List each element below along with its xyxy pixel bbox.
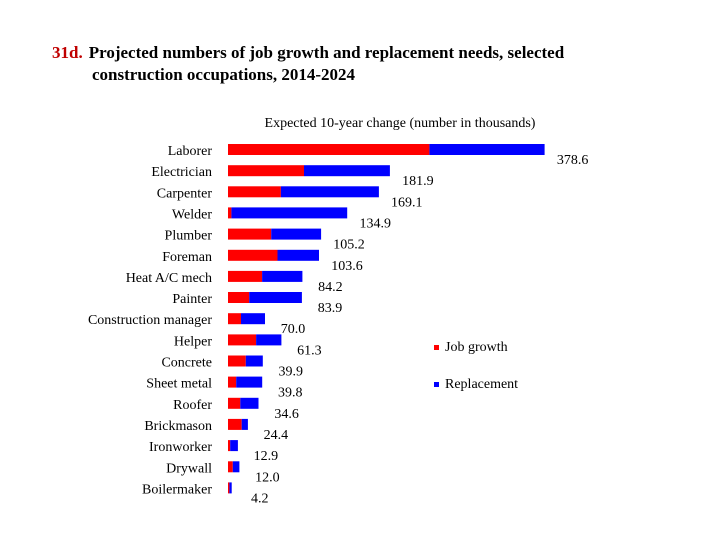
total-label: 39.9 (279, 365, 304, 380)
bar-job-growth (228, 207, 232, 219)
total-label: 169.1 (391, 195, 423, 210)
category-label: Sheet metal (146, 377, 212, 392)
bar-job-growth (228, 355, 246, 367)
bar-replacement (230, 440, 238, 452)
bar-job-growth (228, 270, 263, 282)
bar-job-growth (228, 482, 230, 494)
bar-replacement (241, 313, 265, 325)
category-label: Drywall (166, 461, 212, 476)
bar-replacement (240, 397, 259, 409)
category-label: Painter (172, 292, 212, 307)
category-label: Foreman (162, 250, 212, 265)
category-label: Plumber (165, 229, 213, 244)
legend-swatch (434, 345, 439, 350)
category-label: Roofer (173, 398, 212, 413)
bar-replacement (429, 144, 545, 155)
bar-replacement (231, 207, 348, 219)
bar-replacement (241, 418, 248, 430)
legend-label: Job growth (445, 340, 508, 355)
bar-job-growth (228, 461, 233, 473)
bar-replacement (245, 355, 263, 367)
bar-replacement (229, 482, 232, 494)
bar-job-growth (228, 397, 241, 409)
total-label: 83.9 (318, 301, 343, 316)
bar-job-growth (228, 165, 304, 177)
total-label: 105.2 (333, 238, 365, 253)
bar-replacement (262, 270, 303, 282)
category-label: Laborer (168, 144, 213, 159)
bar-replacement (232, 461, 240, 473)
bar-replacement (304, 165, 390, 177)
category-label: Welder (172, 207, 212, 222)
bar-job-growth (228, 144, 430, 155)
total-label: 34.6 (274, 407, 299, 422)
category-label: Carpenter (157, 186, 213, 201)
bar-replacement (271, 228, 322, 240)
bar-group (228, 144, 545, 494)
category-labels: Laborer Electrician Carpenter Welder Plumber… (88, 144, 212, 497)
chart-subtitle: Expected 10-year change (number in thous… (265, 116, 536, 131)
total-label: 103.6 (331, 259, 363, 274)
legend-swatch (434, 382, 439, 387)
bar-job-growth (228, 418, 242, 430)
bar-job-growth (228, 249, 278, 261)
total-label: 181.9 (402, 174, 434, 189)
category-label: Construction manager (88, 313, 212, 328)
category-label: Helper (174, 334, 212, 349)
category-label: Electrician (151, 165, 212, 180)
total-label: 70.0 (281, 322, 306, 337)
title-number: 31d. (52, 43, 83, 62)
title-line-2: construction occupations, 2014-2024 (92, 65, 356, 84)
bar-job-growth (228, 376, 237, 388)
bar-replacement (256, 334, 282, 346)
category-label: Concrete (161, 356, 212, 371)
total-label: 378.6 (557, 153, 589, 168)
title-line-1: Projected numbers of job growth and repl… (88, 43, 565, 62)
category-label: Ironworker (149, 440, 212, 455)
bar-replacement (236, 376, 263, 388)
bar-job-growth (228, 228, 272, 240)
category-label: Brickmason (144, 419, 212, 434)
bar-job-growth (228, 186, 281, 198)
total-label: 12.0 (255, 470, 280, 485)
legend-label: Replacement (445, 377, 518, 392)
total-label: 24.4 (264, 428, 289, 443)
bar-replacement (249, 292, 302, 303)
total-label: 84.2 (318, 280, 343, 295)
bar-job-growth (228, 292, 250, 303)
category-label: Boilermaker (142, 482, 212, 497)
chart-title: 31d. Projected numbers of job growth and … (52, 42, 692, 86)
bar-replacement (280, 186, 379, 198)
category-label: Heat A/C mech (126, 271, 212, 286)
total-label: 4.2 (251, 491, 269, 506)
bar-job-growth (228, 440, 231, 452)
total-label: 12.9 (254, 449, 279, 464)
bar-replacement (277, 249, 319, 261)
bar-job-growth (228, 334, 257, 346)
total-label: 134.9 (359, 216, 391, 231)
bar-job-growth (228, 313, 241, 325)
total-label: 61.3 (297, 343, 322, 358)
legend: Job growth Replacement (434, 340, 518, 392)
total-label: 39.8 (278, 386, 303, 401)
